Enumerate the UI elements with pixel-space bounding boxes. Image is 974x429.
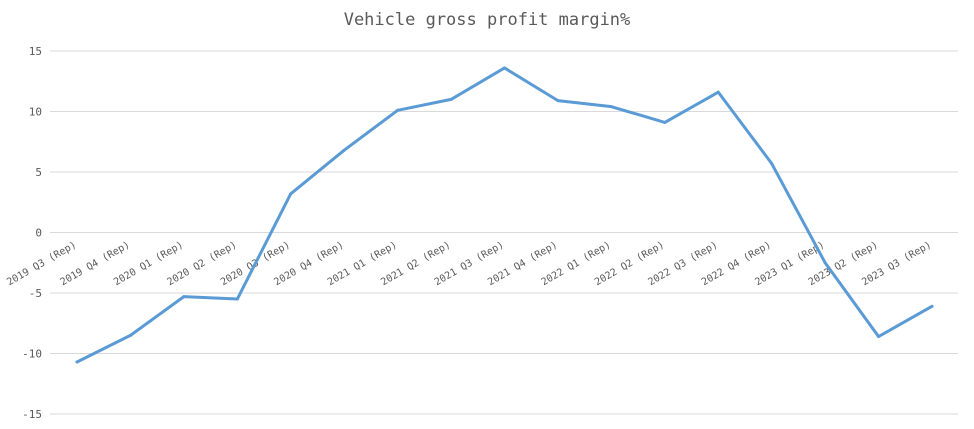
y-axis-ticks: 15 10 5 0 -5 -10 -15: [22, 45, 42, 421]
data-point: [396, 108, 400, 112]
data-point: [235, 297, 239, 301]
chart-title: Vehicle gross profit margin%: [343, 10, 631, 30]
data-point: [182, 295, 186, 299]
gridlines: [50, 50, 958, 415]
data-point: [877, 335, 881, 339]
data-point: [289, 192, 293, 196]
y-tick-label: 5: [35, 166, 42, 179]
data-point: [716, 90, 720, 94]
data-point: [128, 333, 132, 337]
y-tick-label: -10: [22, 348, 42, 361]
x-axis-ticks: 2019 Q3 (Rep)2019 Q4 (Rep)2020 Q1 (Rep)2…: [5, 240, 933, 289]
data-point: [770, 162, 774, 166]
data-point: [663, 120, 667, 124]
data-point: [449, 97, 453, 101]
y-tick-label: 0: [35, 227, 42, 240]
data-point: [930, 304, 934, 308]
data-point: [823, 261, 827, 265]
series-layer: [75, 66, 934, 364]
y-tick-label: -15: [22, 408, 42, 421]
data-point: [75, 360, 79, 364]
data-point: [556, 99, 560, 103]
y-tick-label: 10: [29, 106, 42, 119]
data-point: [609, 105, 613, 109]
data-point: [342, 148, 346, 152]
data-point: [503, 66, 506, 70]
series-line: [75, 66, 934, 364]
y-tick-label: 15: [29, 45, 42, 58]
y-tick-label: -5: [29, 287, 42, 300]
